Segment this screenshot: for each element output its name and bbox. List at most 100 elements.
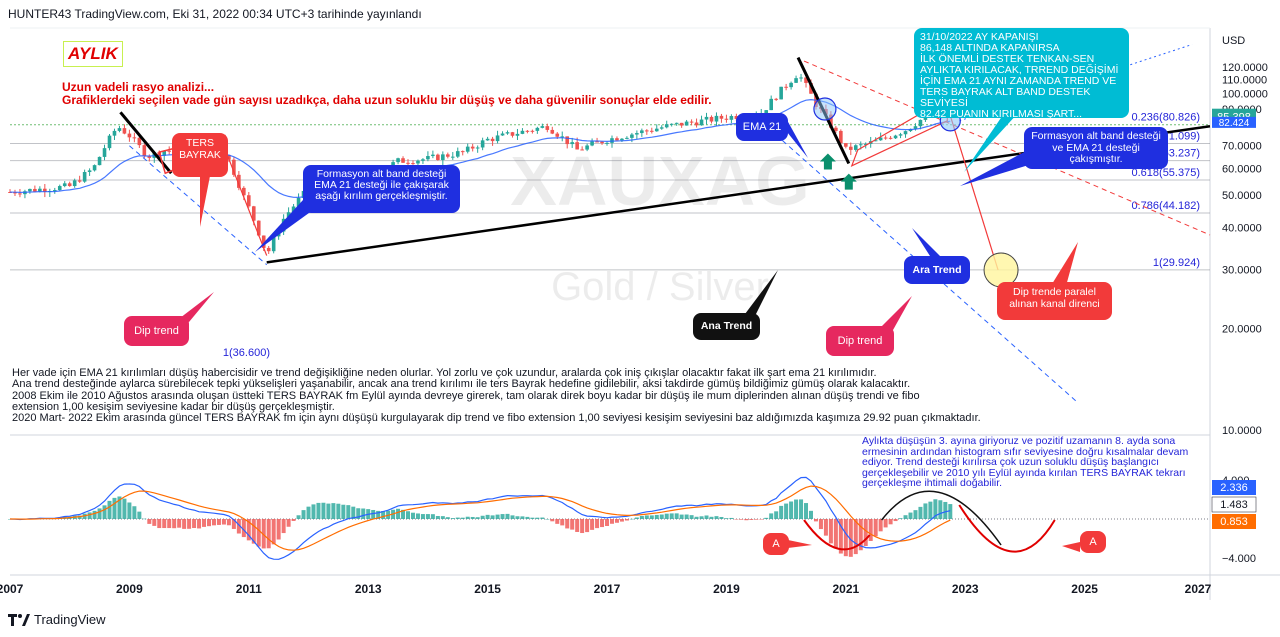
candle-body <box>580 149 584 151</box>
candle-body <box>560 136 565 138</box>
candle-body <box>625 137 629 139</box>
candle-body <box>600 141 604 144</box>
macd-histogram-bar <box>132 506 137 519</box>
candle-body <box>485 138 490 141</box>
macd-histogram-bar <box>137 511 142 519</box>
candle-body <box>863 143 868 145</box>
candle-body <box>401 158 405 163</box>
candle-body <box>490 138 495 142</box>
year-label: 2019 <box>713 582 740 596</box>
macd-badge <box>1212 514 1256 529</box>
macd-a-right-callout: A <box>1080 531 1106 553</box>
macd-histogram-bar <box>903 515 908 519</box>
macd-histogram-bar <box>485 514 490 519</box>
formasyon-right-pointer <box>960 150 1032 186</box>
macd-histogram-bar <box>823 519 828 536</box>
macd-histogram-bar <box>326 503 331 519</box>
macd-pane <box>8 476 1210 560</box>
candle-body <box>888 137 893 139</box>
candle-body <box>898 134 903 136</box>
ema-badge <box>1212 116 1256 128</box>
macd-line <box>9 476 951 560</box>
macd-histogram-bar <box>813 519 818 522</box>
candle-body <box>615 138 619 141</box>
macd-histogram-bar <box>560 519 565 526</box>
macd-red-arc-right <box>958 504 1056 553</box>
candle-body <box>799 77 803 79</box>
fib-label: 0.236(80.826) <box>1132 112 1201 124</box>
candle-body <box>406 162 410 164</box>
macd-histogram-bar <box>883 519 888 528</box>
macd-histogram-bar <box>833 519 838 549</box>
candle-body <box>43 188 47 193</box>
macd-histogram-bar <box>311 504 316 519</box>
macd-histogram-bar <box>828 519 833 544</box>
candle-body <box>640 130 644 134</box>
macd-histogram-bar <box>430 514 435 519</box>
candle-body <box>684 121 689 126</box>
tradingview-brand[interactable]: TradingView <box>8 612 106 627</box>
candle-body <box>67 183 72 187</box>
macd-histogram-bar <box>321 502 326 519</box>
watermark: XAUXAG Gold / Silver <box>510 142 809 309</box>
candle-body <box>769 98 773 111</box>
ters-bayrak-pole <box>119 111 173 175</box>
candle-body <box>475 147 480 149</box>
formasyon-left-pointer <box>255 200 320 252</box>
candle-body <box>431 154 435 157</box>
candle-body <box>620 138 624 141</box>
candle-body <box>416 160 420 164</box>
macd-histogram-bar <box>799 499 804 519</box>
candle-body <box>87 170 92 173</box>
candle-body <box>450 156 455 158</box>
macd-histogram-bar <box>853 519 858 555</box>
candle-body <box>247 195 251 207</box>
ana-trend-pointer <box>745 270 778 314</box>
candle-body <box>52 190 57 192</box>
candle-body <box>271 236 276 252</box>
note-line-1: Uzun vadeli rasyo analizi... <box>62 80 215 94</box>
macd-histogram-bar <box>261 519 266 549</box>
macd-histogram-bar <box>530 517 535 519</box>
candle-body <box>530 130 535 132</box>
macd-histogram-bar <box>241 519 246 538</box>
macd-histogram-bar <box>540 517 545 519</box>
candle-body <box>525 130 530 132</box>
year-label: 2007 <box>0 582 24 596</box>
macd-histogram-bar <box>316 502 321 519</box>
candle-body <box>654 128 659 132</box>
macd-histogram-bar <box>306 506 311 519</box>
year-label: 2027 <box>1185 582 1212 596</box>
macd-histogram-bar <box>192 519 197 529</box>
macd-histogram-bar <box>246 519 251 541</box>
macd-histogram-bar <box>216 519 221 525</box>
candle-body <box>779 86 783 100</box>
candle-body <box>694 122 699 126</box>
macd-histogram-bar <box>714 516 719 519</box>
candle-body <box>391 162 395 168</box>
fib-left-label: 1(36.600) <box>223 347 270 359</box>
price-tick-label: 50.0000 <box>1222 190 1262 202</box>
macd-histogram-bar <box>734 519 739 520</box>
macd-histogram-bar <box>659 514 664 519</box>
macd-histogram-bar <box>515 516 520 519</box>
macd-histogram-bar <box>207 519 212 527</box>
candle-body <box>883 137 888 139</box>
macd-histogram-bar <box>167 519 172 529</box>
year-label: 2017 <box>594 582 621 596</box>
timeframe-label: AYLIK <box>63 41 123 67</box>
macd-histogram-bar <box>77 515 82 519</box>
candle-body <box>794 78 798 83</box>
candle-body <box>162 150 167 156</box>
candle-body <box>873 140 878 142</box>
macd-histogram-bar <box>97 508 102 519</box>
macd-signal-line <box>10 485 951 551</box>
candle-body <box>659 127 664 129</box>
macd-histogram-bar <box>654 514 659 519</box>
candle-body <box>112 130 117 136</box>
candle-body <box>465 146 470 152</box>
candle-body <box>550 129 555 134</box>
macd-histogram-bar <box>401 509 406 519</box>
ema21-line <box>9 98 951 199</box>
macd-histogram-bar <box>858 519 863 551</box>
